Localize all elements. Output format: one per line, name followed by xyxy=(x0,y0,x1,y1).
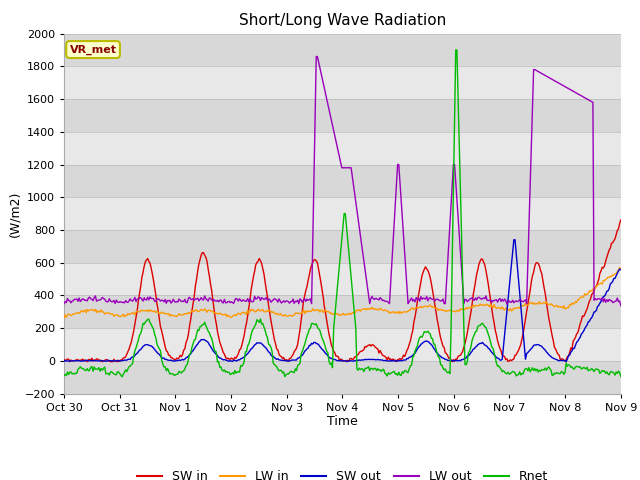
Bar xyxy=(64,132,621,165)
LW out xyxy=(234,296,241,302)
SW out xyxy=(372,357,380,363)
SW out xyxy=(469,347,477,352)
Bar xyxy=(64,165,621,197)
LW out xyxy=(373,296,381,302)
Rnet xyxy=(568,364,576,370)
SW in xyxy=(83,359,91,365)
SW in xyxy=(373,345,381,351)
Line: LW in: LW in xyxy=(64,267,621,318)
Bar xyxy=(64,361,621,394)
Bar xyxy=(64,263,621,295)
LW in xyxy=(399,310,406,315)
LW in xyxy=(616,264,623,270)
LW in xyxy=(617,266,625,272)
Line: SW in: SW in xyxy=(64,220,621,362)
Line: LW out: LW out xyxy=(64,57,621,306)
SW out xyxy=(234,358,241,363)
Bar xyxy=(64,34,621,66)
LW in xyxy=(234,311,241,317)
Legend: SW in, LW in, SW out, LW out, Rnet: SW in, LW in, SW out, LW out, Rnet xyxy=(132,465,553,480)
SW out xyxy=(563,359,570,365)
LW out xyxy=(295,301,303,307)
Rnet xyxy=(373,368,381,373)
Bar xyxy=(64,295,621,328)
SW out xyxy=(568,348,576,354)
SW in xyxy=(399,352,407,358)
Bar xyxy=(64,99,621,132)
SW in xyxy=(567,345,575,351)
Rnet xyxy=(472,329,479,335)
LW out xyxy=(312,54,320,60)
SW in xyxy=(60,357,68,362)
LW out xyxy=(470,298,478,303)
Line: SW out: SW out xyxy=(64,240,621,362)
LW out xyxy=(399,231,407,237)
LW in xyxy=(372,306,380,312)
SW out xyxy=(399,358,406,364)
LW out xyxy=(567,87,575,93)
LW out xyxy=(60,301,68,307)
Rnet xyxy=(399,370,407,376)
Bar xyxy=(64,197,621,230)
SW in xyxy=(470,286,478,291)
SW out xyxy=(60,359,68,364)
Bar xyxy=(64,230,621,263)
SW in xyxy=(234,351,242,357)
LW in xyxy=(295,311,303,316)
Title: Short/Long Wave Radiation: Short/Long Wave Radiation xyxy=(239,13,446,28)
Bar xyxy=(64,66,621,99)
SW out xyxy=(510,237,518,243)
SW in xyxy=(617,217,625,223)
Rnet xyxy=(617,374,625,380)
Y-axis label: (W/m2): (W/m2) xyxy=(9,191,22,237)
LW in xyxy=(469,302,477,308)
Line: Rnet: Rnet xyxy=(64,50,621,377)
LW out xyxy=(617,303,625,309)
Rnet xyxy=(234,369,242,375)
SW out xyxy=(295,355,303,361)
SW in xyxy=(296,327,304,333)
Rnet xyxy=(452,47,460,53)
Rnet xyxy=(60,373,68,379)
Rnet xyxy=(296,360,304,366)
Bar xyxy=(64,328,621,361)
X-axis label: Time: Time xyxy=(327,415,358,429)
SW out xyxy=(617,267,625,273)
Text: VR_met: VR_met xyxy=(70,44,116,55)
Rnet xyxy=(118,374,126,380)
LW in xyxy=(60,315,68,321)
LW in xyxy=(566,302,573,308)
